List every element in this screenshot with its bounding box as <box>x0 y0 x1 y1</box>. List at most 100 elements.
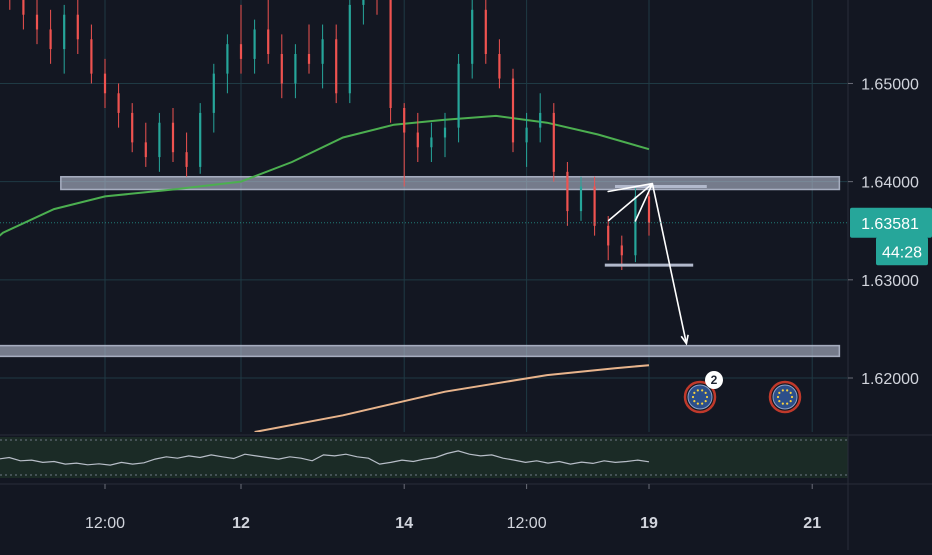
flag-star <box>776 395 780 399</box>
candle-body <box>280 54 283 84</box>
time-tick-label: 19 <box>640 515 658 532</box>
candle-body <box>35 14 39 30</box>
price-tick-label: 1.62000 <box>861 371 919 388</box>
candle-body <box>321 39 324 64</box>
candle-body <box>117 93 120 113</box>
price-tick-label: 1.65000 <box>861 76 919 93</box>
candle-body <box>185 152 188 167</box>
moving-average-slow <box>254 364 650 432</box>
candle-body <box>22 0 25 15</box>
projection-path[interactable] <box>607 182 688 344</box>
moving-average-fast <box>0 114 650 237</box>
candle-body <box>416 132 419 148</box>
candle-body <box>607 225 610 246</box>
candle-body <box>403 108 406 133</box>
candle-body <box>335 39 338 94</box>
flag-star <box>781 389 784 392</box>
candle-body <box>212 73 215 113</box>
candle-body <box>49 29 52 50</box>
flag-star <box>789 400 792 403</box>
economic-events[interactable]: 2 <box>683 371 802 414</box>
candle-body <box>647 196 651 223</box>
resistance-zone-0[interactable] <box>60 175 841 191</box>
event-count-label: 2 <box>711 373 718 387</box>
flag-star <box>701 402 704 405</box>
candle-body <box>593 186 596 226</box>
candle-body <box>525 127 528 143</box>
countdown-label: 44:28 <box>882 244 922 261</box>
candle-body <box>552 112 555 172</box>
candle-body <box>171 122 175 153</box>
drawing-tools <box>604 182 707 346</box>
moving-averages <box>0 114 650 432</box>
candle-body <box>63 14 66 50</box>
oscillator-line <box>0 450 650 466</box>
time-tick-label: 12 <box>232 515 250 532</box>
candle-body <box>579 186 583 212</box>
candle-body <box>103 73 107 94</box>
candle-body <box>389 0 392 108</box>
candle-body <box>144 142 147 158</box>
resistance-zone-1[interactable] <box>0 344 841 358</box>
flag-star <box>789 391 792 394</box>
flag-star <box>704 400 707 403</box>
flag-star <box>778 391 781 394</box>
last-price-label: 1.63581 <box>861 216 919 233</box>
candle-body <box>566 171 569 212</box>
flag-star <box>696 402 699 405</box>
time-tick-label: 21 <box>803 515 821 532</box>
eu-flag-icon <box>772 384 798 410</box>
candle-body <box>131 112 134 143</box>
candle-body <box>199 112 202 167</box>
flag-star <box>786 389 789 392</box>
flag-star <box>781 402 784 405</box>
candlesticks <box>9 0 651 270</box>
candle-body <box>539 112 542 128</box>
candle-body <box>90 39 93 74</box>
candle-body <box>348 4 351 94</box>
time-tick-label: 12:00 <box>507 515 547 532</box>
flag-star <box>704 391 707 394</box>
candle-body <box>634 196 637 256</box>
last-price-tag[interactable] <box>850 207 932 238</box>
candle-body <box>620 245 623 256</box>
candle-body <box>471 9 474 64</box>
flag-star <box>790 395 794 399</box>
flag-star <box>705 395 709 399</box>
time-tick-label: 14 <box>395 515 413 532</box>
candle-body <box>226 44 229 74</box>
flag-star <box>693 400 696 403</box>
candle-body <box>158 122 161 158</box>
oscillator-pane <box>0 434 932 485</box>
event-ring[interactable] <box>768 380 802 414</box>
price-tick-label: 1.64000 <box>861 175 919 192</box>
oscillator-background <box>0 437 848 478</box>
flag-star <box>786 402 789 405</box>
flag-star <box>693 391 696 394</box>
flag-star <box>701 389 704 392</box>
event-count-badge <box>705 371 723 389</box>
candle-body <box>267 29 270 54</box>
candle-body <box>430 137 433 148</box>
event-ring[interactable] <box>683 380 717 414</box>
eu-flag-icon <box>687 384 713 410</box>
candle-body <box>362 0 365 5</box>
candle-body <box>484 9 487 54</box>
flag-star <box>691 395 695 399</box>
time-tick-label: 12:00 <box>85 515 125 532</box>
price-tick-label: 1.63000 <box>861 273 919 290</box>
candle-body <box>253 29 256 59</box>
flag-star <box>696 389 699 392</box>
candle-body <box>498 54 501 79</box>
projection-arrowhead <box>680 334 689 346</box>
flag-star <box>778 400 781 403</box>
candle-body <box>307 54 311 64</box>
candle-body <box>294 54 297 84</box>
time-axis[interactable]: 12:00 12 14 12:00 19 21 <box>85 484 821 532</box>
candle-body <box>239 44 243 59</box>
candle-body <box>511 78 515 143</box>
countdown-tag <box>876 237 928 266</box>
